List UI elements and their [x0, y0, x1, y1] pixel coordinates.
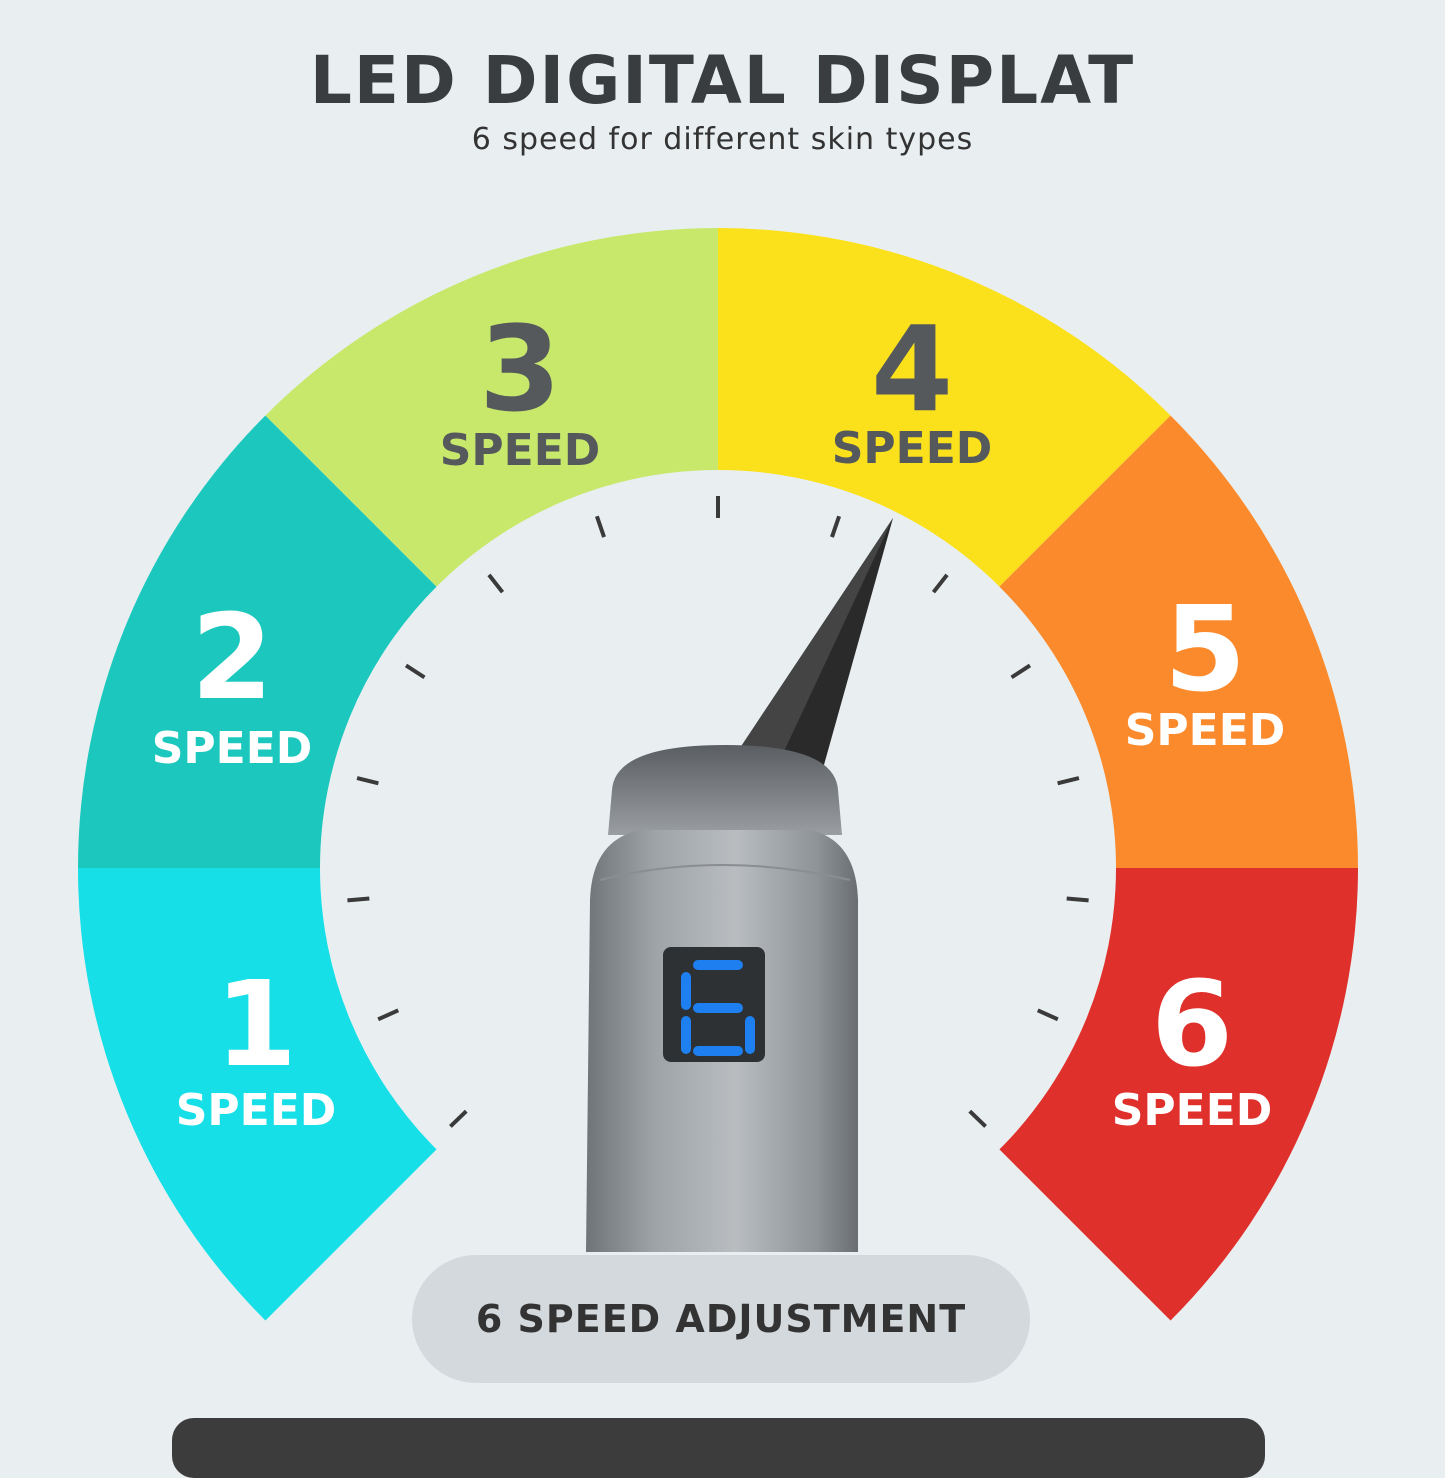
gauge-tick — [830, 515, 842, 538]
led-segment — [693, 1003, 743, 1013]
gauge-segment-speed-4 — [718, 228, 1171, 587]
gauge-tick — [1066, 896, 1089, 903]
speed-label-6: SPEED — [1112, 1085, 1273, 1136]
speed-number-6: 6 — [1151, 955, 1233, 1093]
page-subtitle: 6 speed for different skin types — [471, 122, 974, 157]
gauge-tick — [931, 573, 949, 594]
gauge-segment-speed-3 — [265, 228, 718, 587]
gauge-tick — [487, 573, 505, 594]
gauge-segment-speed-5 — [999, 415, 1358, 868]
led-segment — [693, 1046, 743, 1056]
speed-number-1: 1 — [215, 955, 297, 1093]
page-title: LED DIGITAL DISPLAT — [309, 42, 1136, 119]
led-segment — [693, 960, 743, 970]
speed-label-2: SPEED — [152, 723, 313, 774]
speed-number-3: 3 — [479, 300, 561, 438]
gauge-tick — [377, 1008, 400, 1022]
speed-adjustment-badge: 6 SPEED ADJUSTMENT — [412, 1255, 1030, 1383]
speed-label-5: SPEED — [1125, 705, 1286, 756]
led-segment — [745, 1016, 755, 1054]
gauge-tick — [1057, 776, 1080, 786]
gauge-tick — [356, 776, 379, 786]
speed-number-4: 4 — [871, 300, 953, 438]
speed-label-3: SPEED — [440, 425, 601, 476]
led-segment — [681, 1016, 691, 1054]
speed-label-1: SPEED — [176, 1085, 337, 1136]
gauge-tick — [404, 663, 426, 680]
gauge-tick — [1036, 1008, 1059, 1022]
device-cap — [608, 745, 842, 835]
device — [586, 745, 858, 1252]
gauge-tick — [449, 1109, 468, 1128]
gauge-segment-speed-6 — [999, 868, 1358, 1321]
gauge-tick — [968, 1109, 987, 1128]
needle-highlight — [740, 518, 893, 760]
gauge-tick — [347, 896, 370, 903]
gauge-tick — [1010, 663, 1032, 680]
gauge-tick — [594, 515, 606, 538]
bottom-bar — [172, 1418, 1265, 1478]
gauge-segment-speed-1 — [78, 868, 437, 1321]
speed-number-5: 5 — [1164, 580, 1246, 718]
led-digit-six — [681, 960, 755, 1056]
led-segment — [681, 972, 691, 1010]
speed-label-4: SPEED — [832, 423, 993, 474]
speed-number-2: 2 — [191, 588, 273, 726]
gauge-segment-speed-2 — [78, 415, 437, 868]
